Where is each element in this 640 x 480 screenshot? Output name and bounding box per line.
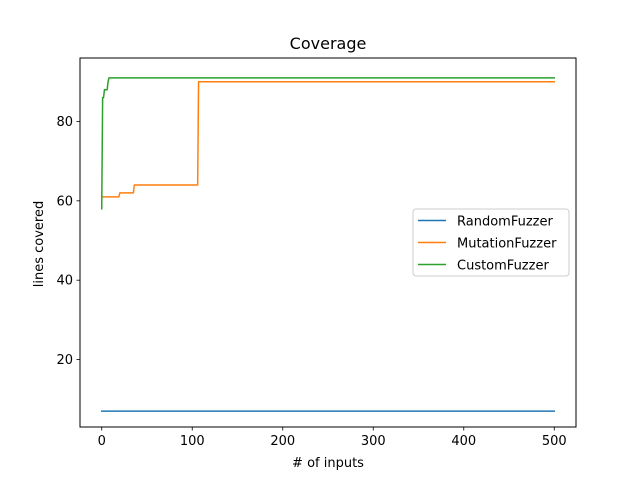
legend-frame <box>412 208 570 277</box>
x-axis-ticks: 0 100 200 300 400 500 <box>98 427 567 449</box>
y-axis-ticks: 20 40 60 80 <box>56 115 80 368</box>
series-line-mutationfuzzer <box>100 81 556 198</box>
x-axis-label: # of inputs <box>292 456 364 471</box>
plot-frame <box>79 57 577 428</box>
y-tick-label: 20 <box>56 353 73 368</box>
y-tick-label: 40 <box>56 274 73 289</box>
series-line-customfuzzer <box>100 77 556 210</box>
legend-label-mutationfuzzer: MutationFuzzer <box>457 237 557 252</box>
legend-label-randomfuzzer: RandomFuzzer <box>457 215 553 230</box>
series-layer <box>100 77 556 412</box>
y-axis-label: lines covered <box>32 201 47 287</box>
x-tick-label: 100 <box>180 434 205 449</box>
x-tick-label: 500 <box>542 434 567 449</box>
x-tick-label: 200 <box>270 434 295 449</box>
x-tick-label: 400 <box>451 434 476 449</box>
x-tick-label: 0 <box>98 434 106 449</box>
y-tick-label: 60 <box>56 194 73 209</box>
legend-label-customfuzzer: CustomFuzzer <box>457 259 549 274</box>
chart-title: Coverage <box>290 34 367 53</box>
legend: RandomFuzzer MutationFuzzer CustomFuzzer <box>412 208 570 277</box>
x-tick-label: 300 <box>361 434 386 449</box>
y-tick-label: 80 <box>56 115 73 130</box>
